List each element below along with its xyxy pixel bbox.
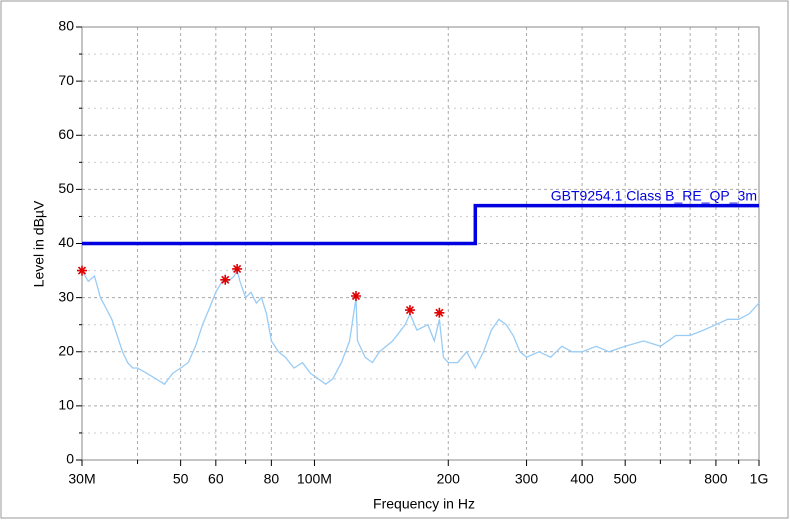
line bbox=[81, 268, 760, 386]
y-tick-label: 30 bbox=[58, 288, 74, 304]
y-tick-label: 60 bbox=[58, 126, 74, 142]
x-tick-label: 60 bbox=[208, 471, 224, 487]
x-axis-label: Frequency in Hz bbox=[373, 496, 475, 512]
x-tick-label: 30M bbox=[68, 471, 95, 487]
peak-marker bbox=[232, 263, 243, 274]
x-tick-label: 300 bbox=[515, 471, 539, 487]
x-tick-label: 80 bbox=[264, 471, 280, 487]
limit-label: GBT9254.1 Class B_RE_QP_3m bbox=[551, 187, 757, 203]
line bbox=[82, 203, 759, 246]
x-tick-label: 100M bbox=[297, 471, 332, 487]
peak-marker bbox=[220, 274, 231, 285]
y-tick-label: 80 bbox=[58, 18, 74, 34]
x-tick-label: 500 bbox=[613, 471, 637, 487]
y-axis-label: Level in dBµV bbox=[31, 200, 47, 287]
x-tick-label: 1G bbox=[750, 471, 769, 487]
peak-marker bbox=[404, 305, 415, 316]
peak-marker bbox=[77, 265, 87, 276]
x-tick-label: 200 bbox=[437, 471, 461, 487]
peak-marker bbox=[350, 291, 361, 302]
y-tick-label: 0 bbox=[66, 451, 74, 467]
y-tick-label: 50 bbox=[58, 180, 74, 196]
x-tick-label: 50 bbox=[173, 471, 189, 487]
peak-marker bbox=[434, 307, 445, 318]
x-tick-label: 800 bbox=[704, 471, 728, 487]
y-tick-label: 20 bbox=[58, 342, 74, 358]
y-tick-label: 70 bbox=[58, 72, 74, 88]
y-tick-label: 10 bbox=[58, 397, 74, 413]
x-tick-label: 400 bbox=[570, 471, 594, 487]
y-tick-label: 40 bbox=[58, 234, 74, 250]
